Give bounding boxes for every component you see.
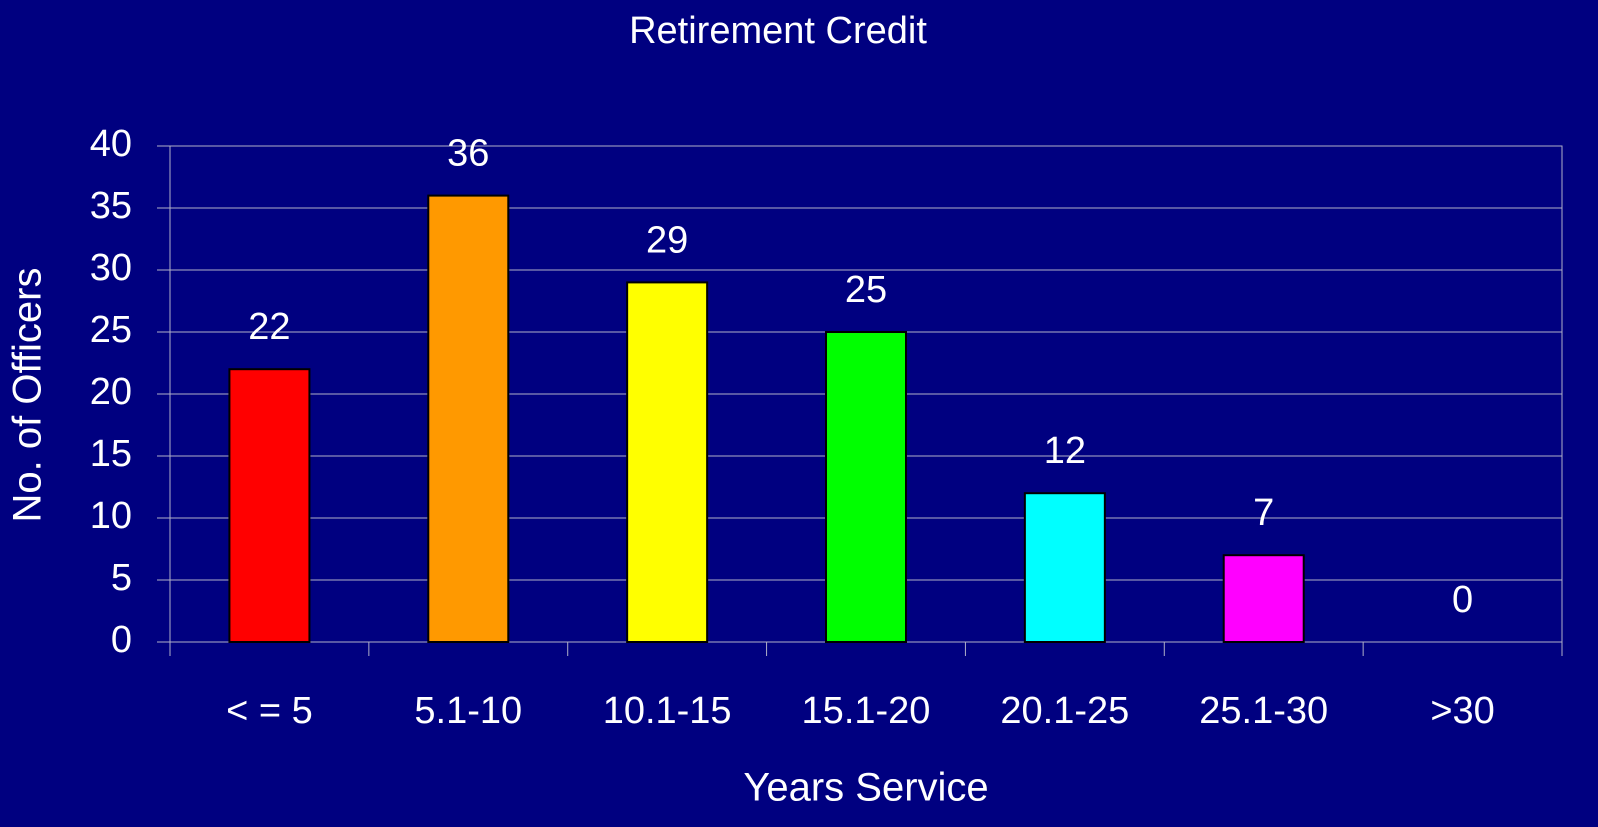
y-tick-label: 15 — [90, 433, 132, 475]
x-axis-label: Years Service — [743, 766, 988, 810]
data-label: 22 — [248, 306, 290, 348]
x-tick-label: >30 — [1430, 690, 1494, 732]
y-tick-label: 20 — [90, 371, 132, 413]
bar — [1222, 554, 1305, 644]
y-axis-label: No. of Officers — [6, 268, 50, 523]
data-label: 12 — [1044, 430, 1086, 472]
y-tick-label: 40 — [90, 123, 132, 165]
x-tick-label: 15.1-20 — [802, 690, 931, 732]
x-tick-label: 5.1-10 — [414, 690, 522, 732]
bar — [626, 281, 709, 643]
x-tick-label: 25.1-30 — [1199, 690, 1328, 732]
x-tick-label: < = 5 — [226, 690, 313, 732]
data-label: 36 — [447, 133, 489, 175]
bar — [228, 368, 311, 643]
bar — [825, 331, 907, 643]
bar — [1023, 492, 1106, 644]
y-tick-label: 10 — [90, 495, 132, 537]
bar — [427, 194, 510, 643]
y-tick-label: 25 — [90, 309, 132, 351]
y-tick-label: 0 — [111, 619, 132, 661]
data-label: 7 — [1253, 492, 1274, 534]
chart-title: Retirement Credit — [629, 10, 927, 52]
data-label: 0 — [1452, 579, 1473, 621]
y-tick-label: 35 — [90, 185, 132, 227]
x-tick-label: 20.1-25 — [1000, 690, 1129, 732]
data-label: 25 — [845, 269, 887, 311]
data-label: 29 — [646, 219, 688, 261]
y-tick-label: 30 — [90, 247, 132, 289]
x-tick-label: 10.1-15 — [603, 690, 732, 732]
y-tick-label: 5 — [111, 557, 132, 599]
